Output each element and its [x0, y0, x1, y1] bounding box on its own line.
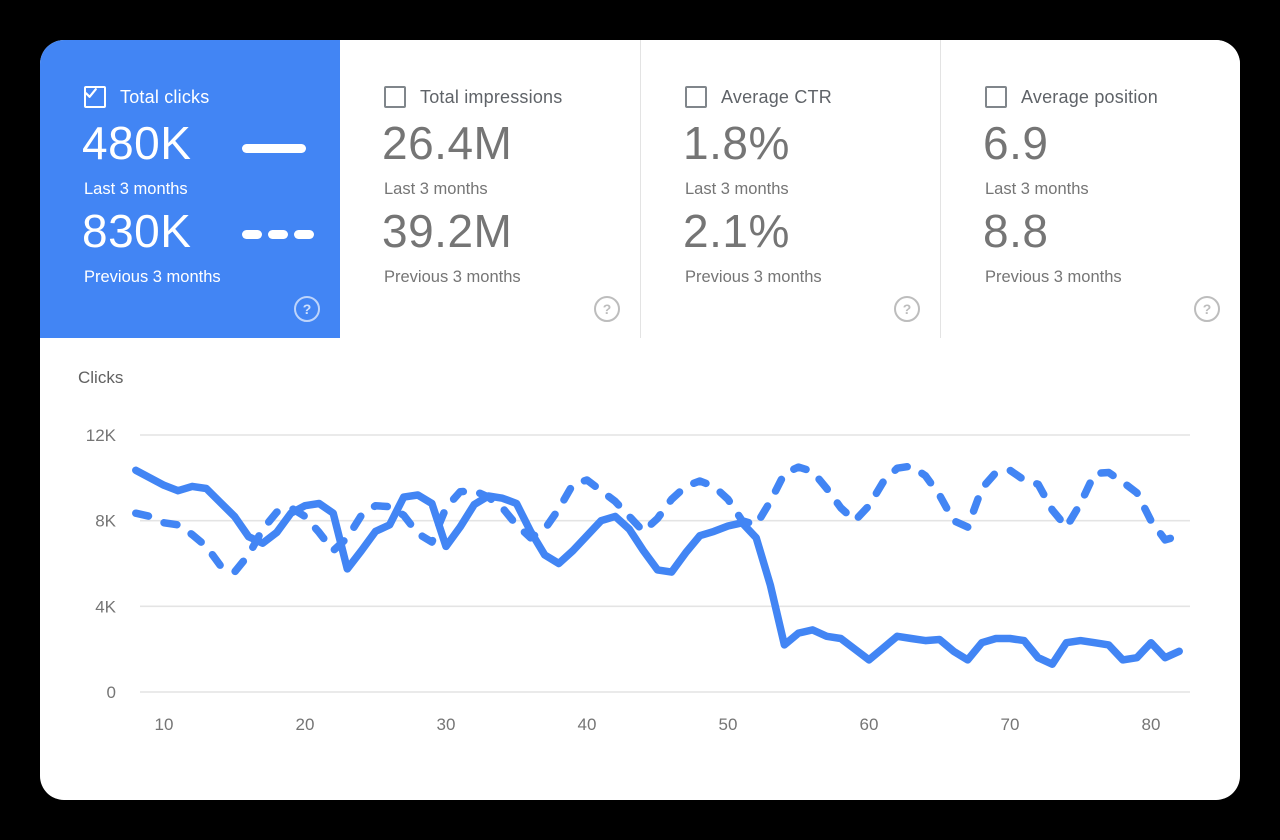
x-tick-label: 80 — [1142, 715, 1161, 734]
primary-metric-value: 26.4M — [382, 117, 513, 169]
primary-metric-value: 1.8% — [683, 117, 790, 169]
card-total-impressions[interactable]: Total impressions 26.4M Last 3 months 39… — [340, 40, 640, 338]
help-icon[interactable]: ? — [894, 296, 920, 322]
y-tick-label: 4K — [95, 597, 116, 616]
secondary-metric-value: 830K — [82, 205, 192, 257]
x-tick-label: 50 — [719, 715, 738, 734]
secondary-metric-caption: Previous 3 months — [985, 268, 1122, 286]
primary-metric-caption: Last 3 months — [84, 180, 188, 198]
secondary-metric-value: 39.2M — [382, 205, 513, 257]
primary-metric-caption: Last 3 months — [985, 180, 1089, 198]
card-average-ctr[interactable]: Average CTR 1.8% Last 3 months 2.1% Prev… — [640, 40, 940, 338]
card-checkbox-row: Average CTR — [685, 86, 832, 108]
clicks-line-chart[interactable]: 0 4K 8K 12K 10 20 30 40 50 60 70 80 — [40, 338, 1240, 800]
clicks-chart-section: Clicks 0 4K 8K 12K 10 20 30 40 50 60 70 80 — [40, 338, 1240, 800]
card-checkbox-row: Average position — [985, 86, 1158, 108]
card-total-clicks[interactable]: Total clicks 480K Last 3 months 830K Pre… — [40, 40, 340, 338]
checkbox-checked-icon[interactable] — [84, 86, 106, 108]
secondary-metric-value: 2.1% — [683, 205, 790, 257]
primary-metric-caption: Last 3 months — [384, 180, 488, 198]
card-average-position[interactable]: Average position 6.9 Last 3 months 8.8 P… — [940, 40, 1240, 338]
checkbox-unchecked-icon[interactable] — [685, 86, 707, 108]
y-tick-label: 0 — [107, 683, 116, 702]
x-tick-label: 20 — [296, 715, 315, 734]
y-tick-label: 12K — [86, 426, 117, 445]
card-checkbox-row: Total clicks — [84, 86, 209, 108]
help-icon[interactable]: ? — [594, 296, 620, 322]
dashed-series-line — [132, 462, 1183, 576]
secondary-metric-caption: Previous 3 months — [384, 268, 521, 286]
solid-series-line — [132, 466, 1183, 668]
chart-title: Clicks — [78, 368, 124, 387]
primary-metric-caption: Last 3 months — [685, 180, 789, 198]
dashed-line-legend-icon — [242, 230, 314, 239]
card-label: Total clicks — [120, 86, 210, 107]
primary-metric-value: 480K — [82, 117, 192, 169]
checkbox-unchecked-icon[interactable] — [384, 86, 406, 108]
x-tick-label: 40 — [578, 715, 597, 734]
secondary-metric-caption: Previous 3 months — [84, 268, 221, 286]
help-icon[interactable]: ? — [1194, 296, 1220, 322]
secondary-metric-caption: Previous 3 months — [685, 268, 822, 286]
card-label: Average position — [1021, 86, 1158, 107]
card-label: Total impressions — [420, 86, 563, 107]
dashboard-panel: Total clicks 480K Last 3 months 830K Pre… — [40, 40, 1240, 800]
solid-line-legend-icon — [242, 144, 306, 153]
x-tick-label: 10 — [155, 715, 174, 734]
card-label: Average CTR — [721, 86, 832, 107]
checkmark-icon — [85, 88, 97, 98]
secondary-metric-value: 8.8 — [983, 205, 1049, 257]
x-tick-label: 60 — [860, 715, 879, 734]
y-tick-label: 8K — [95, 512, 116, 531]
card-checkbox-row: Total impressions — [384, 86, 562, 108]
primary-metric-value: 6.9 — [983, 117, 1049, 169]
x-tick-label: 30 — [437, 715, 456, 734]
metric-cards-row: Total clicks 480K Last 3 months 830K Pre… — [40, 40, 1240, 338]
help-icon[interactable]: ? — [294, 296, 320, 322]
checkbox-unchecked-icon[interactable] — [985, 86, 1007, 108]
x-tick-label: 70 — [1001, 715, 1020, 734]
